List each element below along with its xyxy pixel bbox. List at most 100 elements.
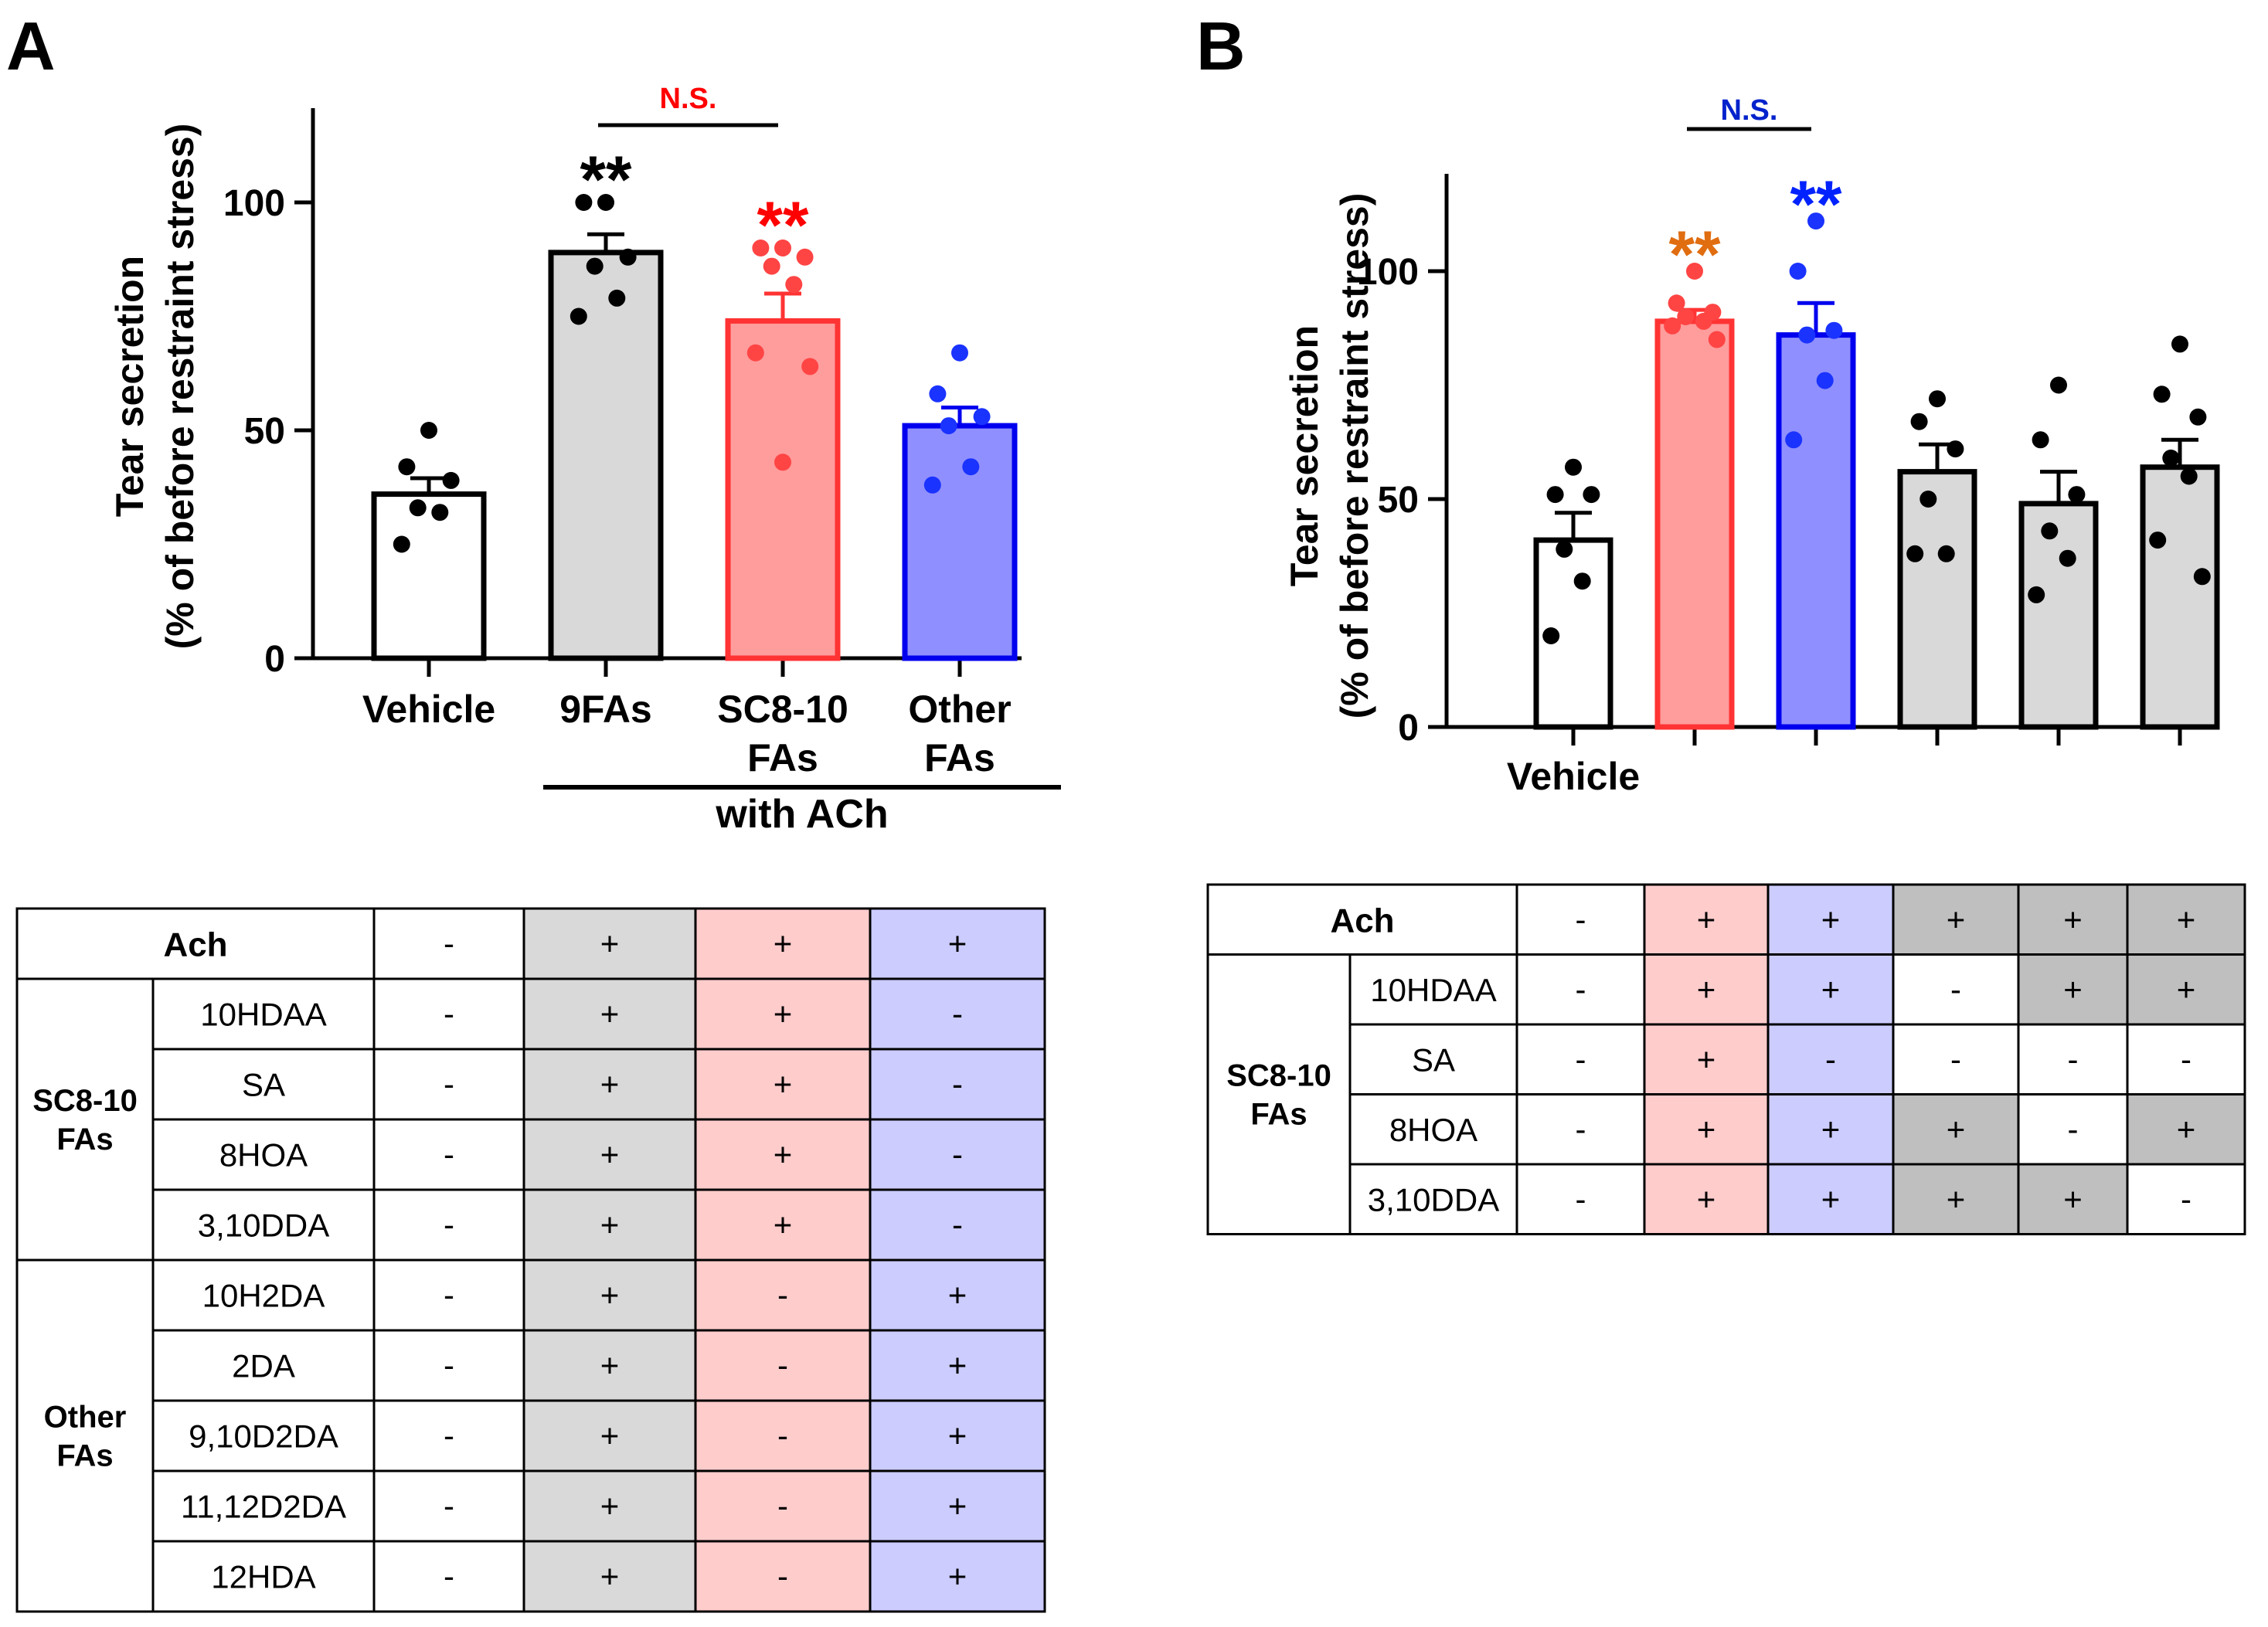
data-point (1686, 263, 1703, 280)
data-point (1668, 294, 1685, 312)
cell-value: - (444, 1347, 454, 1384)
cell-value: + (2063, 1180, 2083, 1217)
data-point (1947, 440, 1964, 458)
column-shade (1768, 885, 1893, 1235)
y-tick-label: 50 (1378, 480, 1419, 521)
cell-value: + (600, 1207, 620, 1243)
bar (2140, 464, 2220, 730)
data-point (1906, 545, 1924, 562)
data-point (1929, 390, 1946, 408)
bar (2018, 501, 2099, 730)
significance-stars: ** (1669, 218, 1721, 292)
cell-value: - (444, 1066, 454, 1102)
group-label: with ACh (715, 792, 888, 837)
data-point (1695, 312, 1712, 330)
panel-a: A 0 50 100 Tear secretion (% of before restr… (6, 8, 1061, 1613)
data-point (431, 504, 449, 521)
cell-value: - (444, 1558, 454, 1595)
group-name: SC8-10 (1226, 1059, 1331, 1093)
y-tick-label: 100 (1357, 252, 1419, 293)
cell-value: - (2181, 1180, 2191, 1217)
cell-value: + (1697, 1111, 1716, 1147)
data-point (393, 535, 410, 553)
cell-value: + (600, 996, 620, 1032)
panel-letter: B (1196, 8, 1246, 84)
cell-value: - (952, 1136, 963, 1173)
cell-value: - (1576, 1041, 1586, 1077)
data-point (973, 408, 991, 426)
data-point (2171, 335, 2188, 353)
cell-value: + (774, 926, 793, 962)
compound-name: 9,10D2DA (189, 1418, 338, 1455)
data-point (951, 344, 968, 362)
cell-value: - (2068, 1041, 2079, 1077)
cell-value: + (774, 1136, 793, 1173)
cell-value: + (1821, 901, 1841, 937)
cell-value: - (777, 1277, 788, 1313)
data-point (2068, 486, 2086, 504)
data-point (752, 239, 770, 256)
cell-value: + (600, 926, 620, 962)
y-axis-subtitle: (% of before restraint stress) (1333, 193, 1376, 719)
group-name: FAs (56, 1123, 113, 1157)
data-point (1919, 491, 1937, 508)
significance-stars: ** (1790, 168, 1842, 242)
cell-value: + (1821, 1180, 1841, 1217)
data-point (1910, 413, 1928, 430)
compound-name: 10HDAA (200, 997, 326, 1033)
data-point (929, 385, 947, 403)
cell-clear (2018, 1024, 2127, 1095)
y-tick-label: 0 (264, 639, 285, 680)
compound-name: 11,12D2DA (181, 1489, 346, 1525)
significance-stars: ** (580, 143, 632, 217)
cell-value: + (774, 1066, 793, 1102)
row-header-label: Ach (1330, 902, 1394, 939)
data-point (801, 358, 819, 375)
cell-value: + (600, 1558, 620, 1595)
data-point (746, 344, 764, 362)
cell-value: + (1697, 971, 1716, 1007)
cell-value: + (948, 1558, 967, 1595)
bar (902, 423, 1018, 661)
data-point (2050, 376, 2067, 394)
y-tick-label: 0 (1398, 708, 1419, 749)
data-point (785, 276, 803, 294)
data-point (1573, 572, 1591, 590)
compound-name: 10H2DA (202, 1278, 325, 1314)
cell-value: - (1576, 901, 1586, 937)
cell-value: - (444, 1207, 454, 1243)
data-point (2180, 467, 2198, 485)
bar-chart-b: 0 50 100 Tear secretion (% of before restrai… (1283, 94, 2220, 798)
category-label: FAs (924, 736, 995, 780)
data-point (2028, 586, 2045, 603)
cell-value: - (444, 1488, 454, 1524)
cell-value: + (1697, 1180, 1716, 1217)
data-point (774, 453, 791, 471)
cell-value: - (777, 1347, 788, 1384)
cell-value: + (948, 1418, 967, 1454)
cell-value: + (600, 1066, 620, 1102)
cell-clear (2018, 1094, 2127, 1164)
group-name: FAs (56, 1439, 113, 1473)
data-point (1565, 458, 1582, 476)
data-point (1542, 627, 1560, 644)
cell-value: + (948, 926, 967, 962)
data-point (1825, 321, 1843, 339)
table-border (15, 907, 1046, 1613)
cell-value: - (777, 1418, 788, 1454)
cell-value: - (1576, 1180, 1586, 1217)
data-point (597, 194, 614, 211)
comparison-label: N.S. (1721, 94, 1778, 127)
cell-value: + (600, 1347, 620, 1384)
cell-value: + (774, 996, 793, 1032)
data-point (1664, 317, 1681, 335)
data-point (1816, 372, 1834, 389)
compound-name: SA (242, 1067, 285, 1103)
data-point (1937, 545, 1955, 562)
data-point (420, 422, 437, 439)
table-border (1206, 883, 2246, 1235)
cell-value: + (2177, 901, 2196, 937)
composition-table-a: Ach - + + + SC8-10 FAs 10HDAA - + + - SA - + + - 8HOA - + + -… (15, 907, 1046, 1613)
composition-table-b: Ach - + + + + + SC8-10 FAs 10HDAA - + + - + + SA - + - - - - 8H… (1206, 883, 2246, 1235)
